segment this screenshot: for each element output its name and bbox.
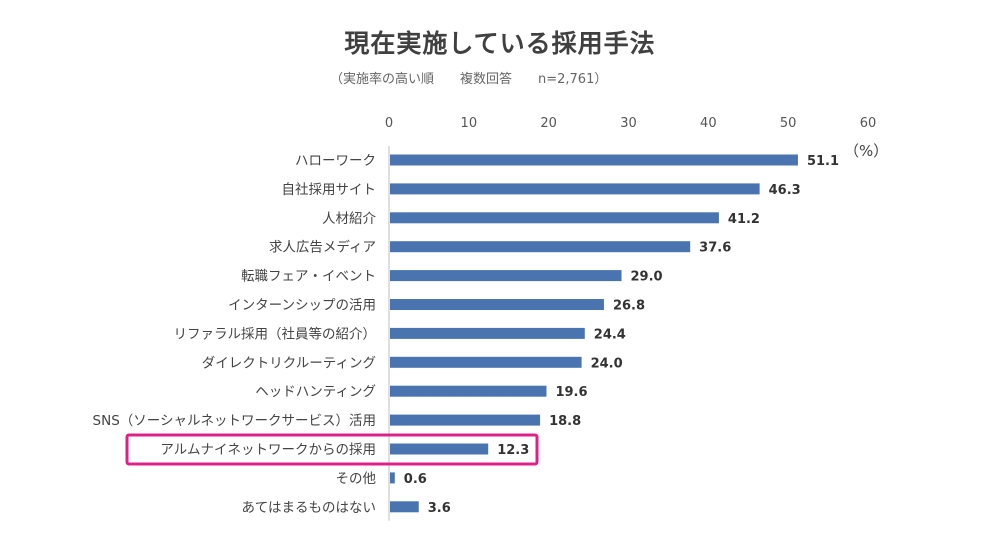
bar	[390, 472, 395, 484]
category-label: ハローワーク	[295, 153, 376, 169]
bar	[390, 385, 547, 397]
category-label: 求人広告メディア	[269, 239, 376, 256]
data-label: 24.0	[591, 356, 623, 371]
x-tick-label: 20	[540, 116, 557, 131]
category-label: その他	[336, 471, 377, 487]
category-label: あてはまるものはない	[242, 500, 376, 516]
bar	[390, 414, 541, 426]
bar	[390, 356, 582, 368]
highlight-box	[125, 433, 539, 466]
x-tick-label: 0	[385, 116, 393, 131]
bar	[390, 443, 489, 455]
bar	[390, 241, 691, 253]
data-label: 0.6	[404, 472, 427, 487]
x-tick-label: 50	[780, 116, 797, 131]
bar	[390, 327, 585, 339]
x-tick-label: 30	[620, 116, 637, 131]
bar	[390, 183, 760, 195]
bar	[390, 270, 622, 282]
chart-subtitle: （実施率の高い順 複数回答 n=2,761）	[330, 72, 608, 87]
data-label: 12.3	[497, 443, 529, 458]
x-tick-label: 60	[860, 116, 877, 131]
data-label: 18.8	[549, 414, 581, 429]
category-label: ダイレクトリクルーティング	[202, 355, 376, 371]
category-label: インターンシップの活用	[228, 298, 376, 314]
data-label: 26.8	[613, 299, 645, 314]
category-label: 自社採用サイト	[282, 182, 377, 198]
x-tick-label: 10	[461, 116, 478, 131]
data-label: 46.3	[769, 183, 801, 198]
category-label: 転職フェア・イベント	[241, 269, 376, 285]
category-label: ヘッドハンティング	[255, 384, 376, 400]
data-label: 29.0	[631, 270, 663, 285]
chart-title: 現在実施している採用手法	[344, 29, 656, 58]
data-label: 3.6	[428, 501, 451, 516]
unit-label: （%）	[844, 142, 889, 160]
category-label: 人材紹介	[322, 211, 376, 227]
x-tick-label: 40	[700, 116, 717, 131]
data-label: 24.4	[594, 327, 626, 342]
bar	[390, 299, 604, 310]
data-label: 19.6	[555, 385, 587, 400]
category-label: アルムナイネットワークからの採用	[160, 442, 376, 458]
category-label: リファラル採用（社員等の紹介）	[174, 325, 377, 342]
bar	[390, 212, 719, 224]
bar	[390, 154, 798, 166]
data-label: 37.6	[699, 241, 731, 256]
data-label: 51.1	[807, 154, 839, 169]
category-label: SNS（ソーシャルネットワークサービス）活用	[93, 413, 376, 429]
data-label: 41.2	[728, 212, 760, 227]
bar	[390, 501, 419, 513]
